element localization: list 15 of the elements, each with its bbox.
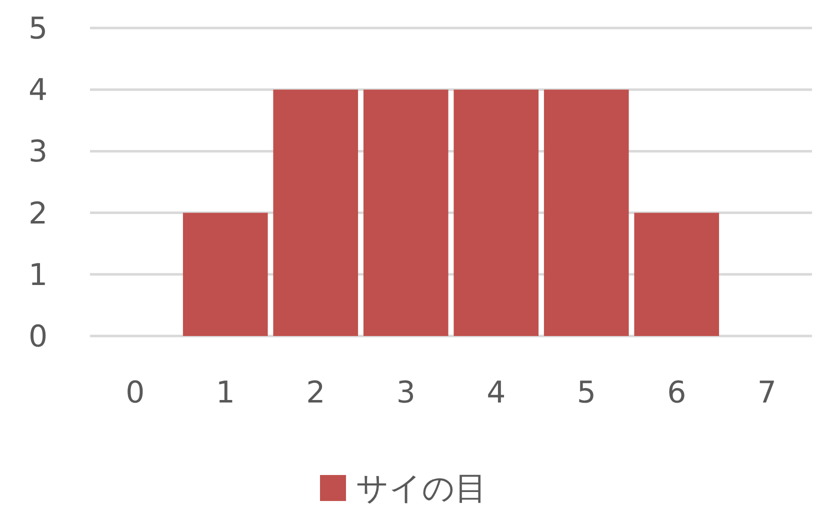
y-tick-label: 1 — [28, 258, 48, 293]
y-tick-label: 3 — [28, 134, 48, 170]
x-tick-label: 7 — [757, 376, 776, 410]
x-tick-label: 4 — [486, 376, 506, 410]
y-tick-label: 0 — [28, 320, 48, 354]
y-tick-label: 4 — [28, 73, 48, 108]
x-tick-label: 0 — [126, 376, 145, 410]
x-tick-label: 2 — [306, 376, 326, 410]
y-tick-label: 5 — [28, 12, 48, 46]
x-tick-label: 6 — [667, 376, 686, 410]
x-tick-label: 3 — [396, 376, 416, 410]
y-tick-label: 2 — [28, 196, 48, 232]
x-tick-label: 5 — [576, 376, 596, 410]
legend-label: サイの目 — [356, 469, 487, 508]
x-tick-label: 1 — [216, 376, 235, 410]
